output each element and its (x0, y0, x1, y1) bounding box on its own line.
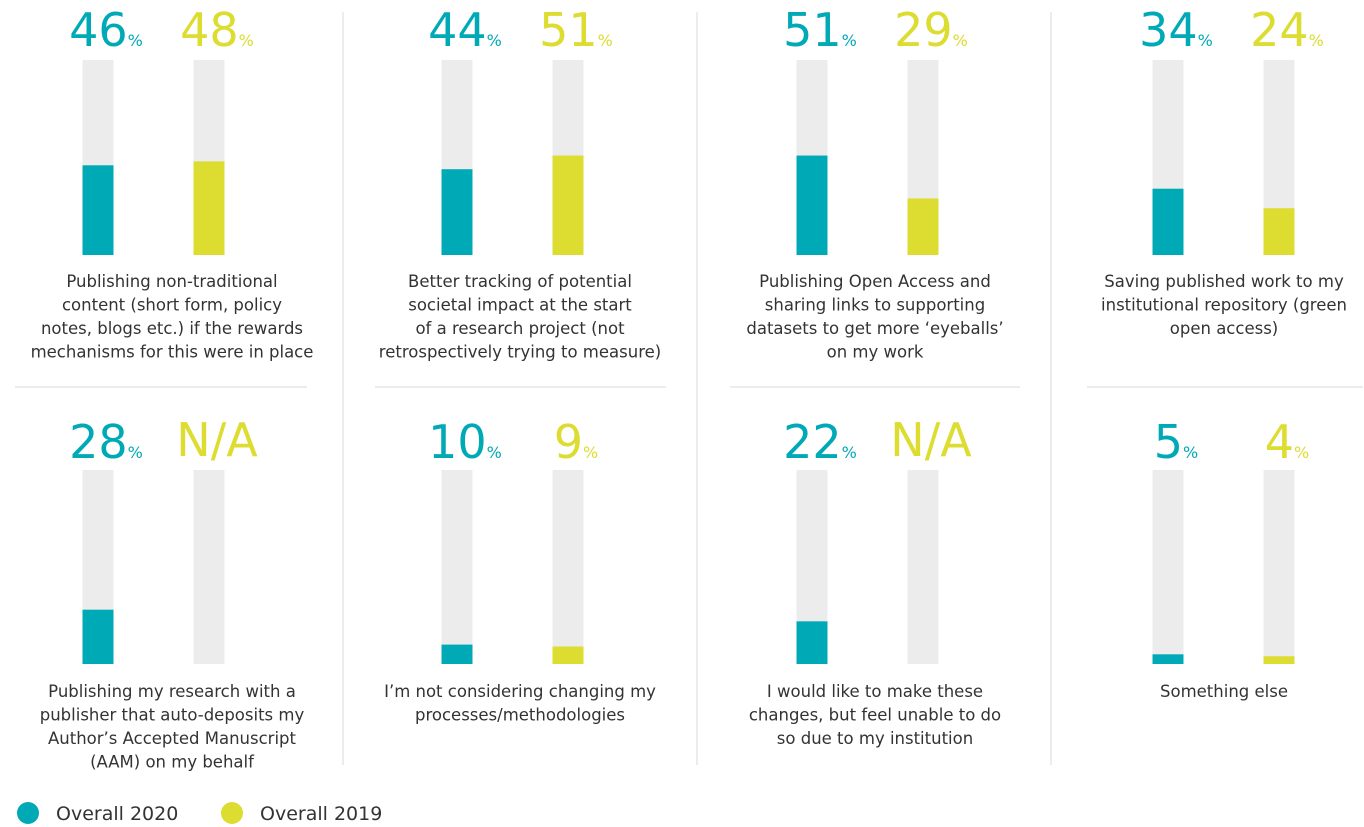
value-label: 46% (69, 3, 143, 57)
bar-track (193, 470, 225, 664)
panel-caption: (AAM) on my behalf (90, 753, 255, 772)
bar (1263, 208, 1295, 255)
bar (441, 644, 473, 664)
panel-caption: datasets to get more ‘eyeballs’ (746, 319, 1003, 338)
legend-swatch (17, 802, 39, 824)
panel-caption: Author’s Accepted Manuscript (48, 729, 297, 748)
panel-caption: Something else (1160, 682, 1288, 701)
value-label: 10% (428, 415, 502, 469)
bar-track (552, 470, 584, 664)
panel-caption: retrospectively trying to measure) (379, 343, 661, 362)
panel-caption: publisher that auto-deposits my (40, 706, 305, 725)
panel-caption: societal impact at the start (408, 296, 632, 315)
value-label: 9% (554, 415, 598, 469)
legend-label: Overall 2019 (260, 803, 382, 825)
panel-caption: Publishing non-traditional (66, 272, 277, 291)
panel-caption: content (short form, policy (62, 296, 282, 315)
bar (441, 169, 473, 255)
bar (1152, 654, 1184, 664)
bar (796, 155, 828, 255)
value-label: N/A (890, 413, 972, 467)
panel-caption: mechanisms for this were in place (31, 343, 314, 362)
panel-caption: I’m not considering changing my (384, 682, 656, 701)
bar (82, 165, 114, 255)
panel-caption: open access) (1170, 319, 1278, 338)
bar (907, 198, 939, 255)
panel-caption: Publishing my research with a (48, 682, 296, 701)
legend-label: Overall 2020 (56, 803, 178, 825)
bar-track (1152, 470, 1184, 664)
panel-caption: of a research project (not (415, 319, 625, 338)
panel-caption: sharing links to supporting (765, 296, 985, 315)
panel-caption: notes, blogs etc.) if the rewards (41, 319, 303, 338)
value-label: 29% (894, 3, 968, 57)
value-label: N/A (176, 413, 258, 467)
value-label: 51% (783, 3, 857, 57)
panel-caption: changes, but feel unable to do (749, 706, 1001, 725)
panel-caption: Saving published work to my (1104, 272, 1344, 291)
bar-track (1263, 470, 1295, 664)
bar (552, 155, 584, 255)
bar (1263, 656, 1295, 664)
value-label: 34% (1139, 3, 1213, 57)
bar (796, 621, 828, 664)
panel-caption: Publishing Open Access and (759, 272, 991, 291)
bar (193, 161, 225, 255)
value-label: 22% (783, 415, 857, 469)
bar-track (441, 470, 473, 664)
value-label: 28% (69, 415, 143, 469)
value-label: 44% (428, 3, 502, 57)
panel-caption: institutional repository (green (1101, 296, 1347, 315)
bar (82, 609, 114, 664)
legend-swatch (221, 802, 243, 824)
panel-caption: on my work (827, 343, 924, 362)
bar-track (907, 470, 939, 664)
value-label: 48% (180, 3, 254, 57)
value-label: 4% (1265, 415, 1309, 469)
value-label: 51% (539, 3, 613, 57)
panel-caption: I would like to make these (767, 682, 983, 701)
bar (552, 646, 584, 664)
bar (1152, 188, 1184, 255)
panel-caption: processes/methodologies (415, 706, 625, 725)
value-label: 5% (1154, 415, 1198, 469)
value-label: 24% (1250, 3, 1324, 57)
panel-caption: so due to my institution (777, 729, 973, 748)
dividers (15, 12, 1363, 765)
panel-caption: Better tracking of potential (408, 272, 632, 291)
